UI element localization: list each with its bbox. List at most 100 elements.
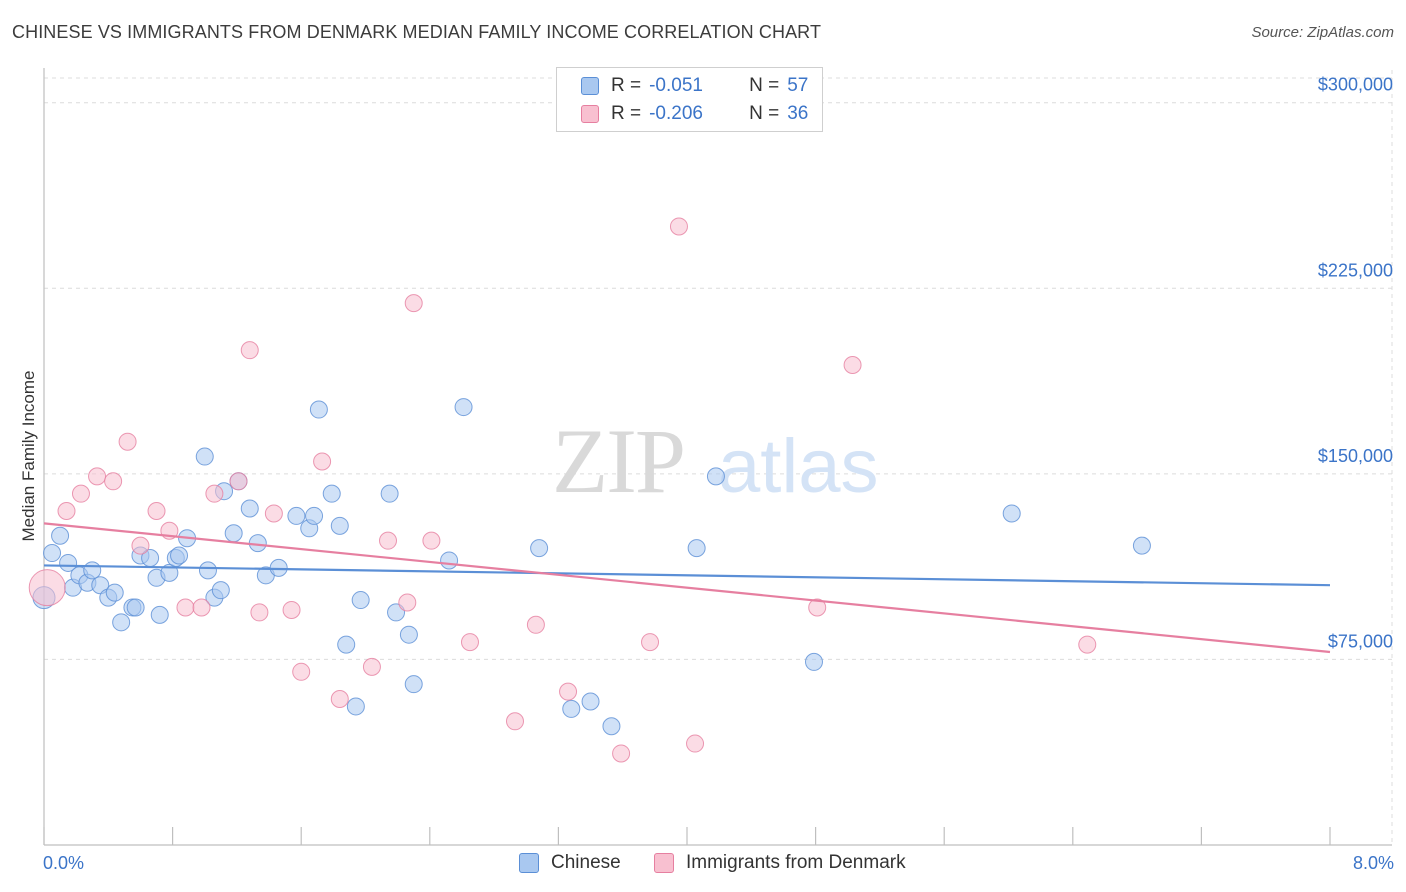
source-label: Source: ZipAtlas.com — [1251, 24, 1394, 41]
denmark-point — [57, 501, 76, 520]
chinese-point — [1132, 536, 1151, 555]
denmark-point — [147, 501, 166, 520]
chinese-point — [305, 506, 324, 525]
chinese-point — [380, 484, 399, 503]
denmark-point — [1078, 635, 1097, 654]
denmark-point — [192, 598, 211, 617]
denmark-point — [460, 633, 479, 652]
denmark-point — [104, 472, 123, 491]
chinese-point — [440, 551, 459, 570]
chinese-point — [562, 699, 581, 718]
chinese-point — [322, 484, 341, 503]
denmark-point — [176, 598, 195, 617]
y-tick-label: $150,000 — [1318, 446, 1393, 466]
denmark-point — [313, 452, 332, 471]
denmark-trend-line — [43, 522, 1331, 654]
n-value: 57 — [787, 75, 809, 96]
chinese-point — [195, 447, 214, 466]
denmark-point — [229, 472, 248, 491]
stats-row-chinese: R = -0.051 N = 57 — [581, 73, 808, 99]
r-value: -0.206 — [649, 103, 703, 124]
chinese-point — [1002, 504, 1021, 523]
stats-row-denmark: R = -0.206 N = 36 — [581, 101, 808, 127]
chinese-point — [530, 539, 549, 558]
axes — [43, 68, 1392, 846]
denmark-point — [264, 504, 283, 523]
denmark-point — [843, 356, 862, 375]
watermark-atlas: atlas — [718, 424, 879, 509]
denmark-point — [88, 467, 107, 486]
data-points — [28, 217, 1151, 763]
x-tick-right: 8.0% — [1353, 853, 1394, 873]
chinese-point — [105, 583, 124, 602]
denmark-point — [71, 484, 90, 503]
trend-lines — [43, 522, 1331, 654]
chinese-point — [804, 652, 823, 671]
chinese-point — [59, 553, 78, 572]
chinese-point — [346, 697, 365, 716]
denmark-point — [422, 531, 441, 550]
chinese-point — [399, 625, 418, 644]
chinese-point — [224, 524, 243, 543]
denmark-point — [641, 633, 660, 652]
y-tick-label: $75,000 — [1328, 631, 1393, 651]
x-tick-left: 0.0% — [43, 853, 84, 873]
chinese-point — [112, 613, 131, 632]
denmark-point — [240, 341, 259, 360]
chinese-point — [287, 506, 306, 525]
n-label: N = — [749, 103, 780, 124]
n-value: 36 — [787, 103, 809, 124]
chinese-point — [351, 591, 370, 610]
denmark-point — [379, 531, 398, 550]
denmark-point — [505, 712, 524, 731]
chinese-swatch — [581, 77, 599, 95]
chinese-point — [211, 581, 230, 600]
denmark-swatch — [581, 105, 599, 123]
y-tick-label: $225,000 — [1318, 260, 1393, 280]
chinese-point — [687, 539, 706, 558]
chinese-point — [160, 563, 179, 582]
chinese-point — [454, 398, 473, 417]
denmark-point — [118, 432, 137, 451]
denmark-point — [808, 598, 827, 617]
legend-label-denmark: Immigrants from Denmark — [686, 852, 906, 873]
chinese-point — [309, 400, 328, 419]
chinese-point — [198, 561, 217, 580]
series-legend: Chinese Immigrants from Denmark — [0, 852, 1406, 878]
denmark-point — [404, 294, 423, 313]
chinese-point — [240, 499, 259, 518]
chinese-point — [602, 717, 621, 736]
denmark-point — [205, 484, 224, 503]
watermark-zip: ZIP — [552, 410, 684, 512]
r-label: R = — [611, 75, 642, 96]
denmark-point — [250, 603, 269, 622]
legend-item-chinese[interactable]: Chinese — [519, 852, 621, 874]
chinese-point — [337, 635, 356, 654]
denmark-point — [282, 600, 301, 619]
denmark-point — [330, 690, 349, 709]
denmark-legend-swatch — [654, 853, 674, 873]
axis-labels: Median Family Income 0.0% 8.0% $75,000 $1… — [19, 75, 1394, 873]
chinese-point — [581, 692, 600, 711]
r-label: R = — [611, 103, 642, 124]
chinese-point — [404, 675, 423, 694]
chinese-trend-line — [43, 564, 1331, 587]
chinese-point — [43, 544, 62, 563]
chinese-point — [150, 605, 169, 624]
chinese-point — [83, 561, 102, 580]
r-value: -0.051 — [649, 75, 703, 96]
legend-label-chinese: Chinese — [551, 852, 621, 873]
denmark-point — [526, 615, 545, 634]
denmark-point — [559, 682, 578, 701]
denmark-point — [362, 657, 381, 676]
chinese-point — [330, 516, 349, 535]
denmark-point — [612, 744, 631, 763]
legend-item-denmark[interactable]: Immigrants from Denmark — [654, 852, 906, 874]
y-axis-label: Median Family Income — [19, 370, 38, 541]
n-label: N = — [749, 75, 780, 96]
watermark: ZIP atlas — [552, 410, 879, 512]
y-tick-label: $300,000 — [1318, 75, 1393, 95]
denmark-point — [292, 662, 311, 681]
chinese-point — [51, 526, 70, 545]
denmark-point — [686, 734, 705, 753]
